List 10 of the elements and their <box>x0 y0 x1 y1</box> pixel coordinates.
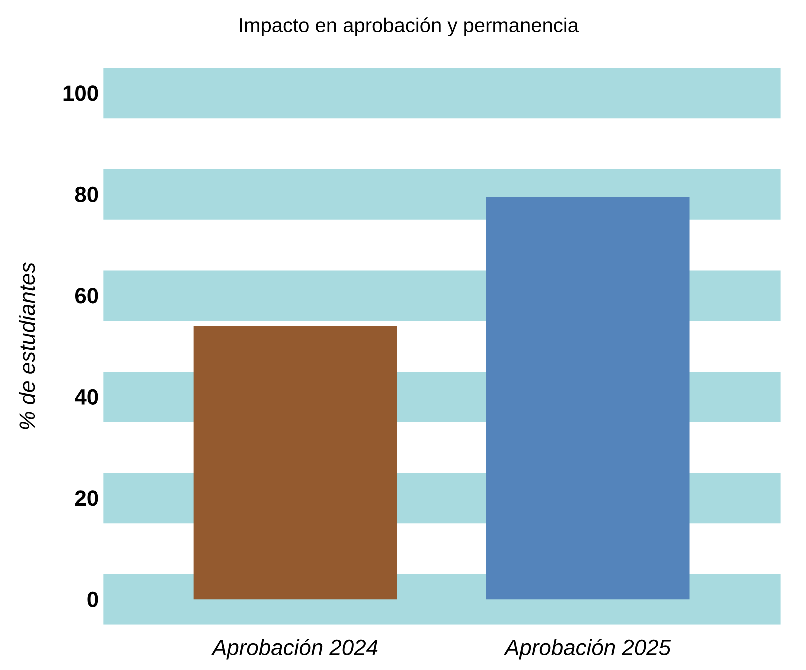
y-tick-label: 20 <box>75 490 98 506</box>
y-tick-label: 60 <box>75 288 98 304</box>
y-tick-label: 80 <box>75 186 98 202</box>
y-tick-label: 0 <box>88 592 98 608</box>
y-tick-label: 100 <box>64 85 98 102</box>
x-tick-label: Aprobación 2024 <box>211 638 378 660</box>
chart-title: Impacto en aprobación y permanencia <box>240 17 579 36</box>
y-tick-label: 40 <box>75 389 98 405</box>
y-axis-title: % de estudiantes <box>19 262 36 430</box>
x-tick-label: Aprobación 2025 <box>504 638 672 660</box>
